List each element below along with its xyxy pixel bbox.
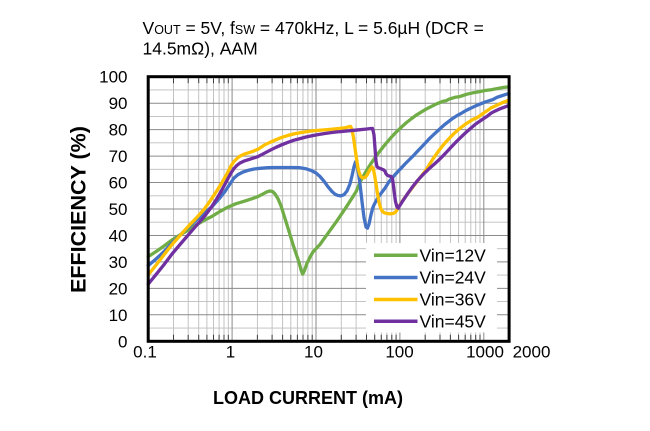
svg-text:80: 80 (109, 121, 128, 140)
svg-text:0.1: 0.1 (133, 343, 157, 362)
svg-text:Vin=36V: Vin=36V (420, 290, 487, 310)
svg-text:100: 100 (99, 68, 127, 87)
svg-text:Vin=12V: Vin=12V (420, 246, 487, 266)
svg-text:0: 0 (118, 332, 127, 351)
svg-text:EFFICIENCY (%): EFFICIENCY (%) (67, 126, 91, 293)
svg-text:Vin=45V: Vin=45V (420, 312, 487, 332)
svg-text:70: 70 (109, 147, 128, 166)
svg-text:30: 30 (109, 253, 128, 272)
svg-text:20: 20 (109, 279, 128, 298)
svg-text:1000: 1000 (466, 343, 504, 362)
svg-text:10: 10 (109, 306, 128, 325)
svg-text:14.5mΩ), AAM: 14.5mΩ), AAM (143, 39, 258, 59)
svg-text:Vin=24V: Vin=24V (420, 268, 487, 288)
svg-text:VOUT = 5V, fSW = 470kHz, L = 5: VOUT = 5V, fSW = 470kHz, L = 5.6µH (DCR … (143, 18, 484, 38)
svg-text:100: 100 (385, 343, 413, 362)
svg-text:60: 60 (109, 174, 128, 193)
svg-text:LOAD CURRENT (mA): LOAD CURRENT (mA) (213, 388, 403, 408)
svg-text:10: 10 (304, 343, 323, 362)
svg-text:1: 1 (226, 343, 235, 362)
svg-text:90: 90 (109, 94, 128, 113)
svg-text:50: 50 (109, 200, 128, 219)
svg-text:40: 40 (109, 227, 128, 246)
svg-text:2000: 2000 (513, 343, 551, 362)
